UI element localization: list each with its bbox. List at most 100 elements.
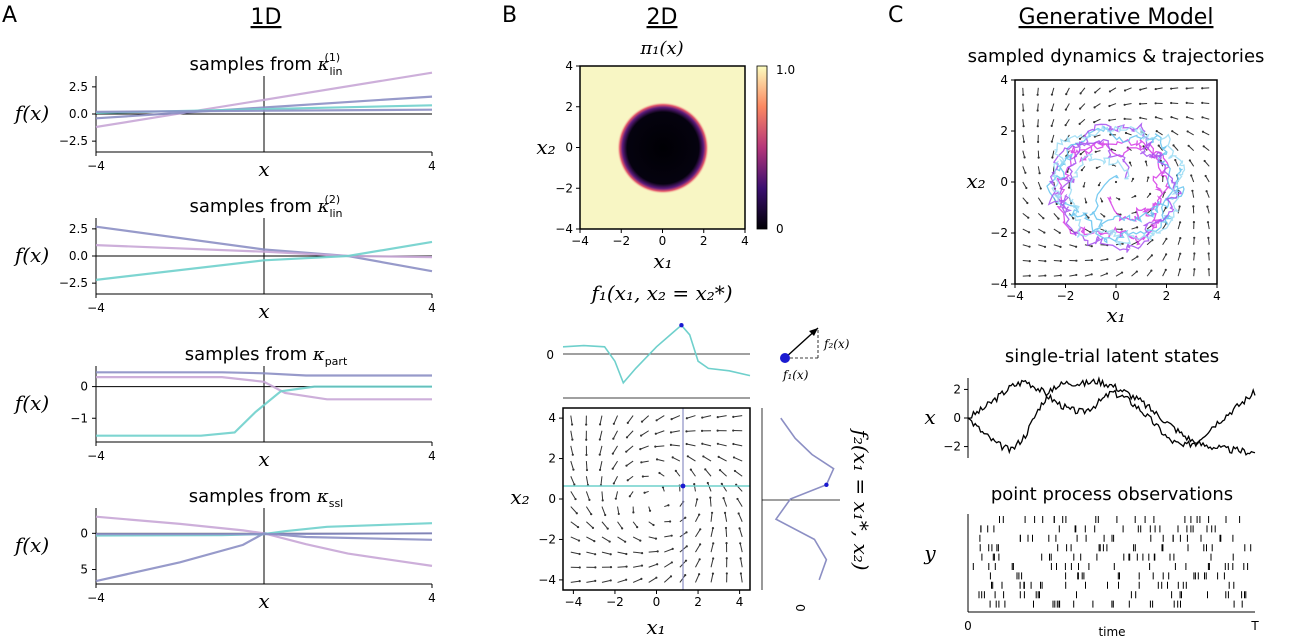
quiver-head — [1044, 274, 1046, 276]
quiver-head — [1038, 157, 1040, 159]
quiver-head — [1079, 138, 1081, 140]
quiver-head — [1202, 131, 1204, 133]
spikes-xtick-T: T — [1250, 619, 1259, 633]
quiver-arrow — [626, 461, 633, 466]
quiver-arrow — [673, 457, 680, 461]
quiver-head — [1027, 217, 1029, 219]
f2-ylabel: f₂(x₁ = x₁*, x₂) — [849, 427, 873, 570]
quiver-arrow — [586, 522, 593, 528]
quiver-head — [641, 552, 643, 554]
quiver-head — [1170, 102, 1172, 104]
quiver-head — [1188, 145, 1190, 147]
quiver-arrow — [600, 431, 602, 440]
quiver-head — [1051, 125, 1053, 127]
xtick-label: 0 — [653, 595, 661, 609]
quiver-head — [599, 438, 601, 440]
panel-b-heading: 2D — [647, 5, 678, 30]
quiver-head — [1174, 159, 1176, 161]
quiver-head — [574, 498, 576, 500]
plot-title: samples from κlin(1) — [189, 51, 342, 78]
quiver-arrow — [740, 543, 742, 552]
xtick-label: 2 — [700, 234, 708, 248]
quiver-head — [1026, 202, 1028, 204]
quiver-head — [613, 482, 615, 484]
quiver-head — [1075, 260, 1077, 262]
quiver-arrow — [586, 491, 589, 499]
title-subscript: ssl — [329, 497, 344, 510]
quiver-head — [1022, 94, 1024, 96]
quiver-head — [671, 561, 673, 563]
quiver-head — [740, 572, 742, 574]
quiver-head — [733, 456, 735, 458]
x-axis-label: x — [258, 589, 269, 613]
quiver-head — [1028, 231, 1030, 233]
quiver-head — [1044, 246, 1046, 248]
quiver-head — [643, 492, 645, 494]
quiver-arrow — [719, 457, 727, 461]
quiver-arrow — [710, 498, 711, 507]
ytick-label: 0.0 — [69, 249, 88, 263]
quiver-head — [686, 443, 688, 445]
title-prefix: samples from — [189, 196, 317, 217]
quiver-arrow — [571, 491, 576, 499]
quiver-head — [1206, 206, 1208, 208]
panel-b-letter: B — [502, 3, 517, 28]
quiver-head — [1193, 237, 1195, 239]
quiver-head — [719, 469, 721, 471]
trajectory-1 — [1057, 140, 1169, 245]
quiver-head — [1145, 160, 1147, 162]
ytick-label: 2 — [565, 100, 573, 114]
quiver-arrow — [687, 444, 696, 446]
quiver-arrow — [657, 416, 665, 421]
quiver-arrow — [602, 537, 610, 542]
quiver-head — [718, 456, 720, 458]
quiver-arrow — [614, 476, 618, 483]
quiver-head — [1193, 252, 1195, 254]
quiver-head — [1125, 132, 1127, 134]
quiver-arrow — [733, 444, 742, 446]
quiver-arrow — [708, 483, 711, 491]
quiver-head — [626, 436, 628, 438]
ytick-label: 2 — [1000, 124, 1008, 138]
quiver-head — [672, 548, 674, 550]
quiver-arrow — [571, 507, 577, 514]
xtick-label: −4 — [87, 591, 105, 605]
quiver-arrow — [586, 581, 595, 583]
quiver-head — [1149, 193, 1151, 195]
quiver-head — [1060, 274, 1062, 276]
plot-title: samples from κpart — [185, 344, 348, 368]
quiver-arrow — [642, 416, 649, 422]
quiver-arrow — [641, 461, 648, 462]
quiver-head — [1204, 160, 1206, 162]
quiver-arrow — [633, 537, 640, 541]
quiver-arrow — [741, 574, 742, 583]
quiver-arrow — [655, 446, 664, 447]
quiver-head — [1037, 125, 1039, 127]
quiver-head — [1165, 269, 1167, 271]
quiver-arrow — [703, 456, 711, 461]
quiver-head — [1075, 246, 1077, 248]
quiver-head — [610, 566, 612, 568]
quiver-arrow — [695, 515, 699, 522]
quiver-head — [699, 558, 701, 560]
pi1-title: π₁(x) — [639, 38, 683, 59]
xtick-label: 2 — [694, 595, 702, 609]
quiver-head — [571, 423, 573, 425]
quiver-head — [1190, 174, 1192, 176]
ytick-label: 0 — [548, 492, 556, 506]
quiver-head — [701, 443, 703, 445]
quiver-arrow — [571, 476, 575, 484]
quiver-arrow — [602, 552, 611, 554]
quiver-head — [696, 498, 698, 500]
spikes-ylabel: y — [923, 541, 936, 565]
xtick-label: 2 — [1163, 289, 1171, 303]
f1-marker — [679, 323, 683, 327]
quiver-arrow — [614, 416, 618, 424]
trajectories-title: sampled dynamics & trajectories — [968, 46, 1265, 67]
quiver-head — [1060, 260, 1062, 262]
quiver-head — [625, 566, 627, 568]
quiver-arrow — [702, 416, 711, 418]
spikes-title: point process observations — [991, 484, 1233, 505]
xtick-label: −4 — [571, 234, 589, 248]
quiver-head — [625, 553, 627, 555]
